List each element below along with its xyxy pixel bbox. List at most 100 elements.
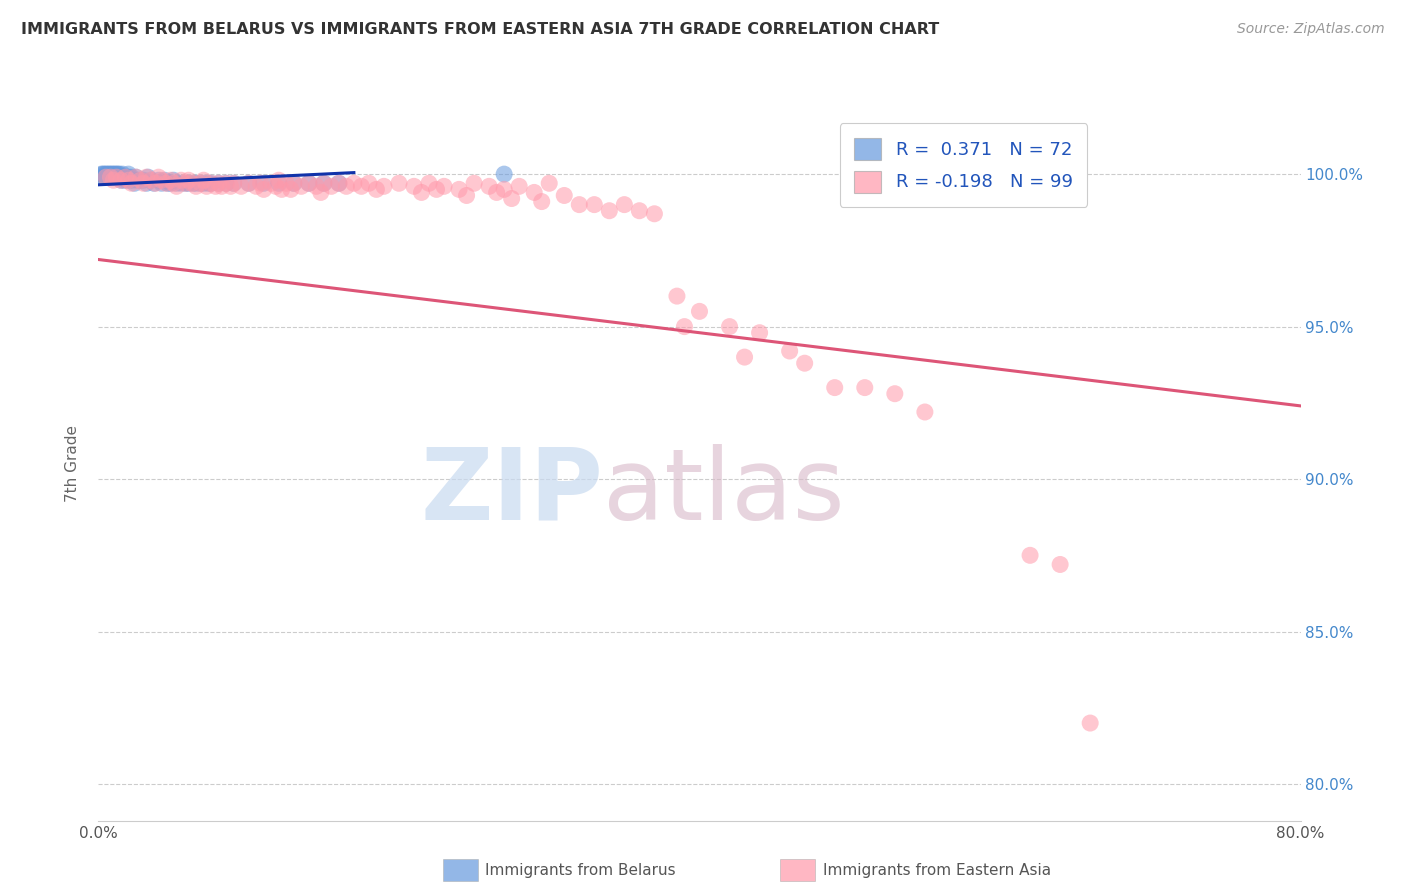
Point <box>135 176 157 190</box>
Point <box>508 179 530 194</box>
Point <box>689 304 711 318</box>
Point <box>118 173 141 187</box>
Point <box>139 173 162 187</box>
Point <box>283 176 305 190</box>
Point <box>170 176 193 190</box>
Point <box>156 176 179 190</box>
Point <box>103 173 125 187</box>
Point <box>350 179 373 194</box>
Point <box>485 186 508 200</box>
Point <box>103 167 125 181</box>
Point <box>260 176 283 190</box>
Point <box>148 170 170 185</box>
Point <box>270 182 292 196</box>
Point <box>110 170 132 185</box>
Point <box>238 176 260 190</box>
Point <box>94 167 117 181</box>
Point <box>204 179 226 194</box>
Point <box>174 176 197 190</box>
Point <box>107 167 129 181</box>
Point <box>104 167 127 181</box>
Point <box>456 188 478 202</box>
Point <box>305 179 328 194</box>
Point <box>298 176 321 190</box>
Point <box>94 170 117 185</box>
Point <box>523 186 546 200</box>
Point <box>447 182 470 196</box>
Point <box>553 188 575 202</box>
Text: Immigrants from Belarus: Immigrants from Belarus <box>485 863 676 878</box>
Point <box>779 344 801 359</box>
Point <box>132 173 155 187</box>
Point <box>748 326 770 340</box>
Point <box>107 170 129 185</box>
Point <box>114 170 136 185</box>
Point <box>111 167 134 181</box>
Point <box>184 179 207 194</box>
Point <box>298 176 321 190</box>
Point <box>530 194 553 209</box>
Point <box>153 173 176 187</box>
Point <box>1019 549 1042 563</box>
Point <box>538 176 561 190</box>
Point <box>110 173 132 187</box>
Point <box>200 176 222 190</box>
Point <box>159 176 181 190</box>
Point <box>162 176 184 190</box>
Point <box>478 179 501 194</box>
Point <box>373 179 395 194</box>
Point <box>117 173 139 187</box>
Point <box>197 176 219 190</box>
Point <box>501 192 523 206</box>
Point <box>267 176 290 190</box>
Point <box>628 203 651 218</box>
Point <box>245 179 267 194</box>
Point <box>264 179 287 194</box>
Point <box>208 176 231 190</box>
Point <box>94 170 117 185</box>
Point <box>643 207 665 221</box>
Point <box>108 167 131 181</box>
Point <box>93 170 115 185</box>
Point <box>222 176 245 190</box>
Text: IMMIGRANTS FROM BELARUS VS IMMIGRANTS FROM EASTERN ASIA 7TH GRADE CORRELATION CH: IMMIGRANTS FROM BELARUS VS IMMIGRANTS FR… <box>21 22 939 37</box>
Point <box>121 170 143 185</box>
Point <box>150 173 173 187</box>
Point <box>200 176 222 190</box>
Point <box>343 176 366 190</box>
Point <box>494 167 516 181</box>
Point <box>734 350 756 364</box>
Point <box>208 176 231 190</box>
Point <box>290 179 312 194</box>
Point <box>117 167 139 181</box>
Point <box>112 173 135 187</box>
Point <box>388 176 411 190</box>
Point <box>425 182 447 196</box>
Point <box>184 176 207 190</box>
Point <box>718 319 741 334</box>
Point <box>418 176 440 190</box>
Point <box>111 170 134 185</box>
Point <box>96 170 118 185</box>
Point <box>1078 716 1101 731</box>
Point <box>148 173 170 187</box>
Point <box>328 176 350 190</box>
Point <box>122 173 145 187</box>
Point <box>105 170 128 185</box>
Point <box>190 176 212 190</box>
Point <box>215 176 238 190</box>
Point <box>124 176 146 190</box>
Point <box>494 182 516 196</box>
Point <box>181 176 204 190</box>
Point <box>100 167 122 181</box>
Point <box>135 170 157 185</box>
Point <box>115 173 138 187</box>
Point <box>103 170 125 185</box>
Point <box>253 182 276 196</box>
Point <box>139 173 162 187</box>
Point <box>93 167 115 181</box>
Point <box>155 176 177 190</box>
Point <box>97 170 120 185</box>
Point <box>883 386 905 401</box>
Point <box>105 170 128 185</box>
